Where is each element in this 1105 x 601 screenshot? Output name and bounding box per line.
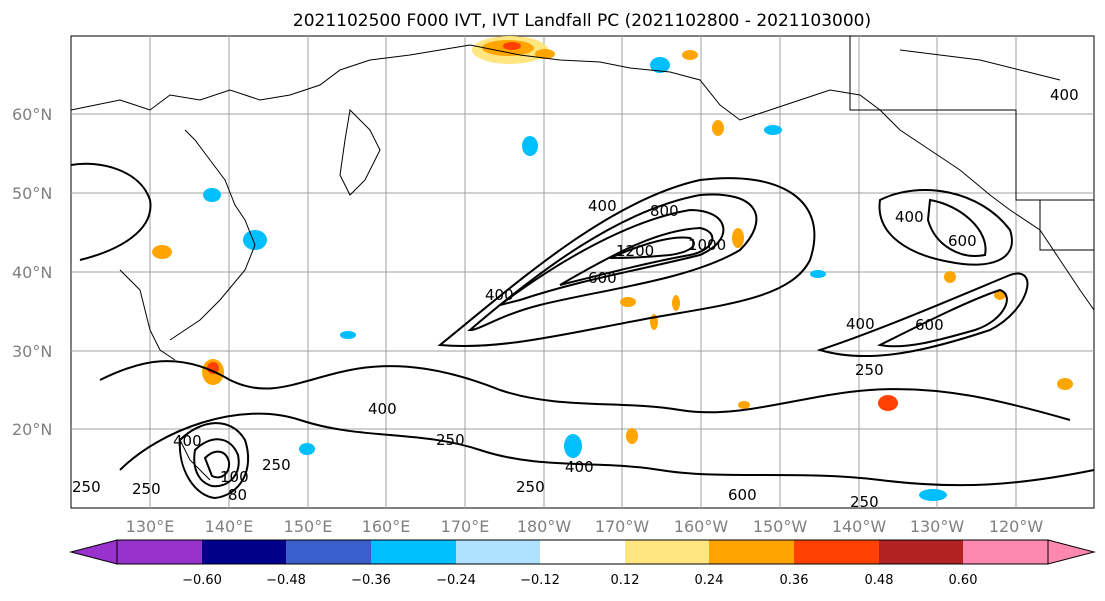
colorbar-segment bbox=[794, 540, 879, 564]
contour-label: 400 bbox=[1050, 86, 1079, 104]
map-title: 2021102500 F000 IVT, IVT Landfall PC (20… bbox=[293, 11, 871, 31]
contour-label: 800 bbox=[650, 202, 679, 220]
contour-label: 400 bbox=[895, 208, 924, 226]
colorbar-tick-label: −0.12 bbox=[520, 573, 560, 588]
lat-label: 50°N bbox=[12, 184, 52, 203]
lon-label: 150°E bbox=[284, 517, 333, 536]
lon-label: 170°E bbox=[441, 517, 490, 536]
lon-label: 120°W bbox=[989, 517, 1044, 536]
lat-label: 30°N bbox=[12, 342, 52, 361]
lon-label: 150°W bbox=[753, 517, 808, 536]
colorbar-min-extension bbox=[69, 539, 118, 565]
contour-label: 600 bbox=[948, 232, 977, 250]
contour-label: 400 bbox=[846, 315, 875, 333]
lon-label: 160°W bbox=[674, 517, 729, 536]
colorbar-segment bbox=[963, 540, 1048, 564]
lon-label: 140°W bbox=[832, 517, 887, 536]
latitude-labels: 20°N 30°N 40°N 50°N 60°N bbox=[12, 105, 52, 439]
ivt-contours bbox=[70, 162, 1095, 500]
colorbar: −0.60 −0.48 −0.36 −0.24 −0.12 0.12 0.24 … bbox=[69, 539, 1096, 588]
colorbar-max-extension bbox=[1047, 539, 1096, 565]
colorbar-segment bbox=[540, 540, 625, 564]
contour-label: 400 bbox=[565, 458, 594, 476]
colorbar-frame bbox=[116, 539, 1049, 565]
contour-label: 600 bbox=[915, 316, 944, 334]
colorbar-tick-label: 0.36 bbox=[780, 573, 809, 588]
colorbar-segment bbox=[371, 540, 456, 564]
contour-label: 250 bbox=[72, 478, 101, 496]
colorbar-segment bbox=[202, 540, 286, 564]
contour-label: 400 bbox=[485, 286, 514, 304]
colorbar-tick-label: 0.48 bbox=[865, 573, 894, 588]
lon-label: 180°W bbox=[517, 517, 572, 536]
lon-label: 140°E bbox=[205, 517, 254, 536]
graticule bbox=[71, 36, 1094, 508]
map-panel: 400 800 1200 1000 600 400 400 600 600 40… bbox=[70, 35, 1095, 511]
contour-label: 250 bbox=[436, 431, 465, 449]
contour-label: 400 bbox=[368, 400, 397, 418]
contour-label: 400 bbox=[173, 432, 202, 450]
colorbar-segment bbox=[709, 540, 794, 564]
contour-label: 250 bbox=[516, 478, 545, 496]
contour-label: 1000 bbox=[688, 236, 726, 254]
lat-label: 20°N bbox=[12, 420, 52, 439]
colorbar-tick-label: 0.12 bbox=[611, 573, 640, 588]
contour-label: 100 bbox=[220, 468, 249, 486]
lon-label: 130°E bbox=[126, 517, 175, 536]
colorbar-tick-label: −0.48 bbox=[266, 573, 306, 588]
lon-label: 160°E bbox=[362, 517, 411, 536]
colorbar-segment bbox=[456, 540, 540, 564]
contour-label: 250 bbox=[850, 493, 879, 511]
contour-label: 1200 bbox=[616, 242, 654, 260]
colorbar-tick-labels: −0.60 −0.48 −0.36 −0.24 −0.12 0.12 0.24 … bbox=[182, 573, 977, 588]
colorbar-tick-label: −0.24 bbox=[436, 573, 476, 588]
lat-label: 40°N bbox=[12, 263, 52, 282]
colorbar-tick-label: 0.60 bbox=[949, 573, 978, 588]
lon-label: 130°W bbox=[910, 517, 965, 536]
contour-label: 250 bbox=[132, 480, 161, 498]
probability-patches bbox=[152, 36, 1073, 501]
contour-label: 80 bbox=[228, 486, 247, 504]
contour-label: 400 bbox=[588, 197, 617, 215]
contour-label: 600 bbox=[588, 269, 617, 287]
contour-label: 250 bbox=[855, 361, 884, 379]
colorbar-tick-label: −0.60 bbox=[182, 573, 222, 588]
contour-label: 250 bbox=[262, 456, 291, 474]
colorbar-segment bbox=[117, 540, 202, 564]
longitude-labels: 130°E 140°E 150°E 160°E 170°E 180°W 170°… bbox=[126, 517, 1044, 536]
colorbar-segment bbox=[625, 540, 709, 564]
contour-label: 600 bbox=[728, 486, 757, 504]
colorbar-segment bbox=[879, 540, 963, 564]
contour-labels: 400 800 1200 1000 600 400 400 600 600 40… bbox=[72, 86, 1079, 511]
lat-label: 60°N bbox=[12, 105, 52, 124]
colorbar-tick-label: 0.24 bbox=[695, 573, 724, 588]
coastlines bbox=[70, 36, 1095, 481]
colorbar-tick-label: −0.36 bbox=[351, 573, 391, 588]
lon-label: 170°W bbox=[595, 517, 650, 536]
colorbar-segment bbox=[286, 540, 371, 564]
